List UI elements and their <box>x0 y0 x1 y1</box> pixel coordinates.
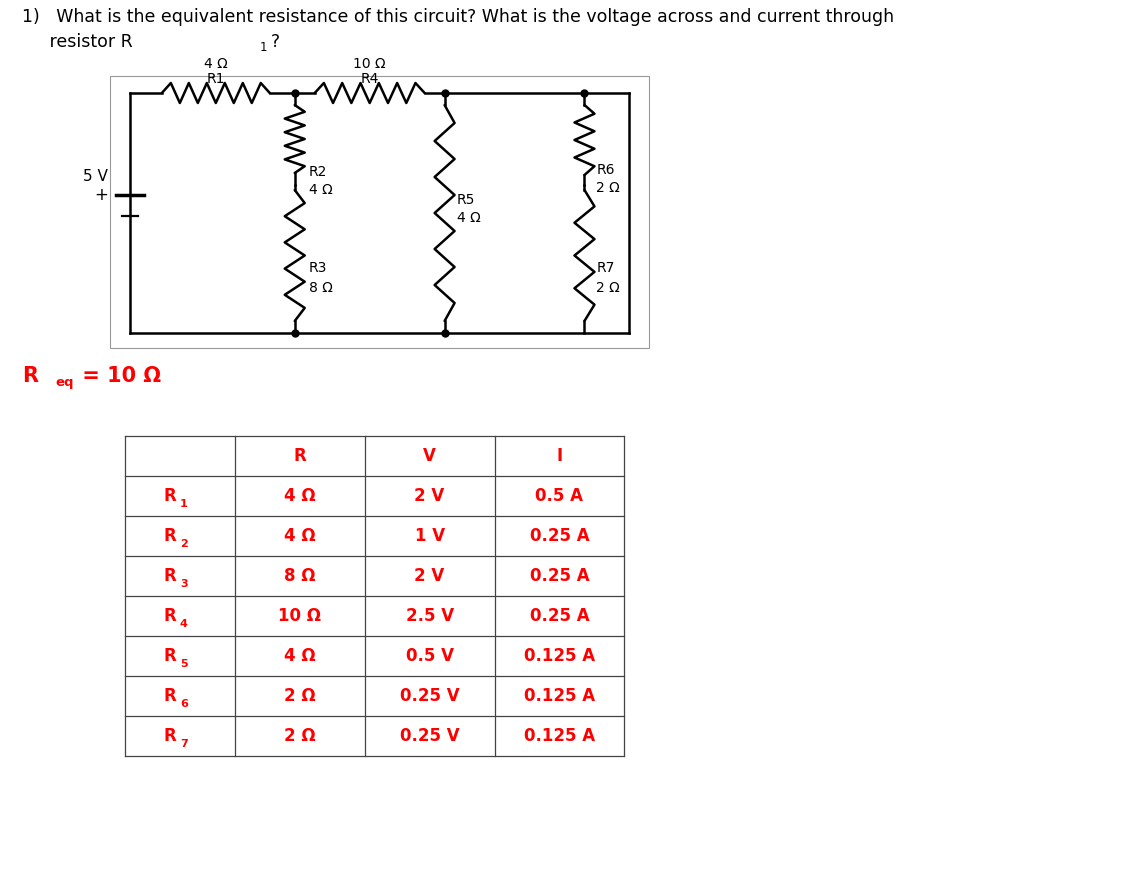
Text: 4 Ω: 4 Ω <box>284 487 315 505</box>
Text: 5 V: 5 V <box>83 169 108 184</box>
Text: +: + <box>94 186 108 204</box>
Text: R: R <box>164 727 176 745</box>
Text: 4 Ω: 4 Ω <box>308 183 332 197</box>
Text: ?: ? <box>270 33 280 51</box>
Text: 0.25 A: 0.25 A <box>529 607 589 625</box>
Text: 1: 1 <box>180 499 188 509</box>
Text: V: V <box>423 447 435 465</box>
Text: eq: eq <box>55 376 73 389</box>
Text: R: R <box>164 647 176 665</box>
Text: 4 Ω: 4 Ω <box>204 57 228 71</box>
Text: 10 Ω: 10 Ω <box>278 607 321 625</box>
Text: R: R <box>22 366 38 386</box>
Text: R6: R6 <box>596 163 615 177</box>
Text: 1)   What is the equivalent resistance of this circuit? What is the voltage acro: 1) What is the equivalent resistance of … <box>22 8 894 26</box>
Text: 7: 7 <box>180 739 188 749</box>
Text: R7: R7 <box>596 261 615 275</box>
Text: 5: 5 <box>180 659 188 669</box>
Text: 4 Ω: 4 Ω <box>456 211 480 225</box>
Text: 0.125 A: 0.125 A <box>524 727 595 745</box>
Text: R1: R1 <box>206 72 225 86</box>
Text: 2: 2 <box>180 539 188 549</box>
Text: 8 Ω: 8 Ω <box>308 281 332 295</box>
Text: 1: 1 <box>260 41 267 54</box>
Text: 2.5 V: 2.5 V <box>406 607 454 625</box>
Text: 0.5 V: 0.5 V <box>406 647 454 665</box>
Text: 0.125 A: 0.125 A <box>524 687 595 705</box>
Text: R: R <box>164 687 176 705</box>
Text: 0.25 A: 0.25 A <box>529 527 589 545</box>
Text: 3: 3 <box>180 579 188 589</box>
Text: 4: 4 <box>180 619 188 629</box>
Text: R: R <box>164 527 176 545</box>
Text: 2 Ω: 2 Ω <box>596 281 620 295</box>
Text: 2 Ω: 2 Ω <box>284 687 315 705</box>
Text: 2 V: 2 V <box>415 487 445 505</box>
Text: 0.25 V: 0.25 V <box>400 687 460 705</box>
Text: I: I <box>557 447 563 465</box>
Text: R3: R3 <box>308 261 327 275</box>
Text: R: R <box>293 447 306 465</box>
Text: 8 Ω: 8 Ω <box>284 567 315 585</box>
Text: R4: R4 <box>361 72 379 86</box>
Text: R: R <box>164 567 176 585</box>
Text: R5: R5 <box>456 193 474 207</box>
Text: 0.5 A: 0.5 A <box>535 487 583 505</box>
Text: 2 V: 2 V <box>415 567 445 585</box>
Text: 2 Ω: 2 Ω <box>284 727 315 745</box>
Text: 6: 6 <box>180 699 188 709</box>
Text: 1 V: 1 V <box>415 527 445 545</box>
Text: R2: R2 <box>308 165 327 179</box>
Text: 4 Ω: 4 Ω <box>284 527 315 545</box>
Text: 0.25 V: 0.25 V <box>400 727 460 745</box>
Text: R: R <box>164 487 176 505</box>
Text: 4 Ω: 4 Ω <box>284 647 315 665</box>
Text: = 10 Ω: = 10 Ω <box>74 366 162 386</box>
Text: 2 Ω: 2 Ω <box>596 181 620 195</box>
Text: 0.125 A: 0.125 A <box>524 647 595 665</box>
Text: R: R <box>164 607 176 625</box>
Text: 10 Ω: 10 Ω <box>353 57 386 71</box>
Text: 0.25 A: 0.25 A <box>529 567 589 585</box>
Text: resistor R: resistor R <box>22 33 133 51</box>
